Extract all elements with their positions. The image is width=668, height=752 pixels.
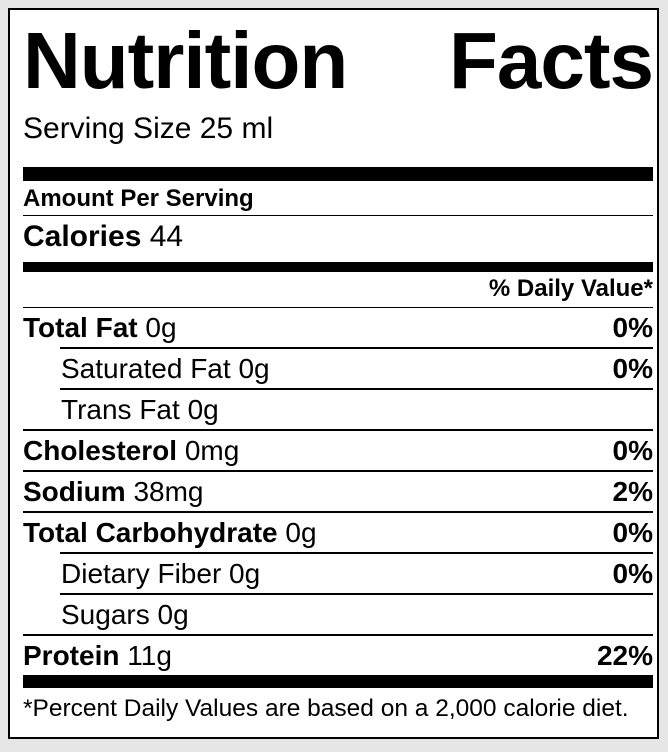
nutrient-row-sugars: Sugars 0g — [23, 595, 653, 634]
nutrient-daily-value: 0% — [612, 516, 653, 548]
row-divider-full — [23, 634, 653, 636]
calories-row: Calories 44 — [23, 216, 653, 262]
serving-size: Serving Size 25 ml — [23, 112, 274, 145]
row-divider-indented — [60, 593, 653, 595]
row-divider-full — [23, 470, 653, 472]
nutrient-amount: 0g — [229, 557, 261, 589]
nutrient-amount: 0g — [145, 311, 177, 343]
amount-per-serving-label: Amount Per Serving — [23, 186, 653, 216]
daily-value-header: % Daily Value* — [23, 272, 653, 308]
nutrient-row-cholesterol: Cholesterol 0mg 0% — [23, 431, 653, 470]
nutrient-row-protein: Protein 11g 22% — [23, 636, 653, 675]
nutrient-row-saturated-fat: Saturated Fat 0g 0% — [23, 349, 653, 388]
nutrient-daily-value: 22% — [596, 639, 653, 671]
row-divider-indented — [60, 552, 653, 554]
nutrient-amount: 0mg — [184, 434, 240, 466]
nutrient-name: Total Fat — [23, 311, 138, 343]
calories-label: Calories — [23, 220, 142, 253]
nutrient-amount: 38mg — [133, 475, 204, 507]
nutrient-amount: 0g — [238, 352, 270, 384]
nutrient-amount: 0g — [157, 598, 189, 630]
nutrient-name: Cholesterol — [23, 434, 178, 466]
row-divider-indented — [60, 347, 653, 349]
nutrient-row-trans-fat: Trans Fat 0g — [23, 390, 653, 429]
nutrient-amount: 0g — [187, 393, 219, 425]
nutrient-name: Saturated Fat — [61, 352, 231, 384]
daily-value-footnote: *Percent Daily Values are based on a 2,0… — [23, 695, 629, 722]
nutrient-daily-value: 0% — [612, 311, 653, 343]
calories-value: 44 — [149, 220, 184, 253]
row-divider-indented — [60, 388, 653, 390]
row-divider-full — [23, 429, 653, 431]
thick-divider-bottom — [23, 675, 653, 688]
thick-divider-calories — [23, 262, 653, 272]
nutrient-name: Trans Fat — [61, 393, 180, 425]
label-title: Nutrition Facts — [23, 16, 654, 105]
nutrient-daily-value: 0% — [612, 434, 653, 466]
nutrient-row-dietary-fiber: Dietary Fiber 0g 0% — [23, 554, 653, 593]
nutrient-amount: 11g — [127, 639, 172, 671]
nutrient-row-sodium: Sodium 38mg 2% — [23, 472, 653, 511]
nutrient-name: Protein — [23, 639, 120, 671]
row-divider-full — [23, 511, 653, 513]
nutrient-amount: 0g — [285, 516, 317, 548]
nutrient-daily-value: 0% — [612, 557, 653, 589]
nutrient-name: Sugars — [61, 598, 150, 630]
nutrient-daily-value: 2% — [612, 475, 653, 507]
nutrient-daily-value: 0% — [612, 352, 653, 384]
nutrient-name: Total Carbohydrate — [23, 516, 278, 548]
nutrient-row-total-fat: Total Fat 0g 0% — [23, 308, 653, 347]
thick-divider-top — [23, 167, 653, 181]
nutrient-rows: Total Fat 0g 0% Saturated Fat 0g 0% Tran… — [23, 308, 653, 675]
nutrient-name: Sodium — [23, 475, 126, 507]
nutrition-facts-label: Nutrition Facts Serving Size 25 ml Amoun… — [8, 8, 659, 739]
nutrient-row-total-carbohydrate: Total Carbohydrate 0g 0% — [23, 513, 653, 552]
nutrient-name: Dietary Fiber — [61, 557, 222, 589]
